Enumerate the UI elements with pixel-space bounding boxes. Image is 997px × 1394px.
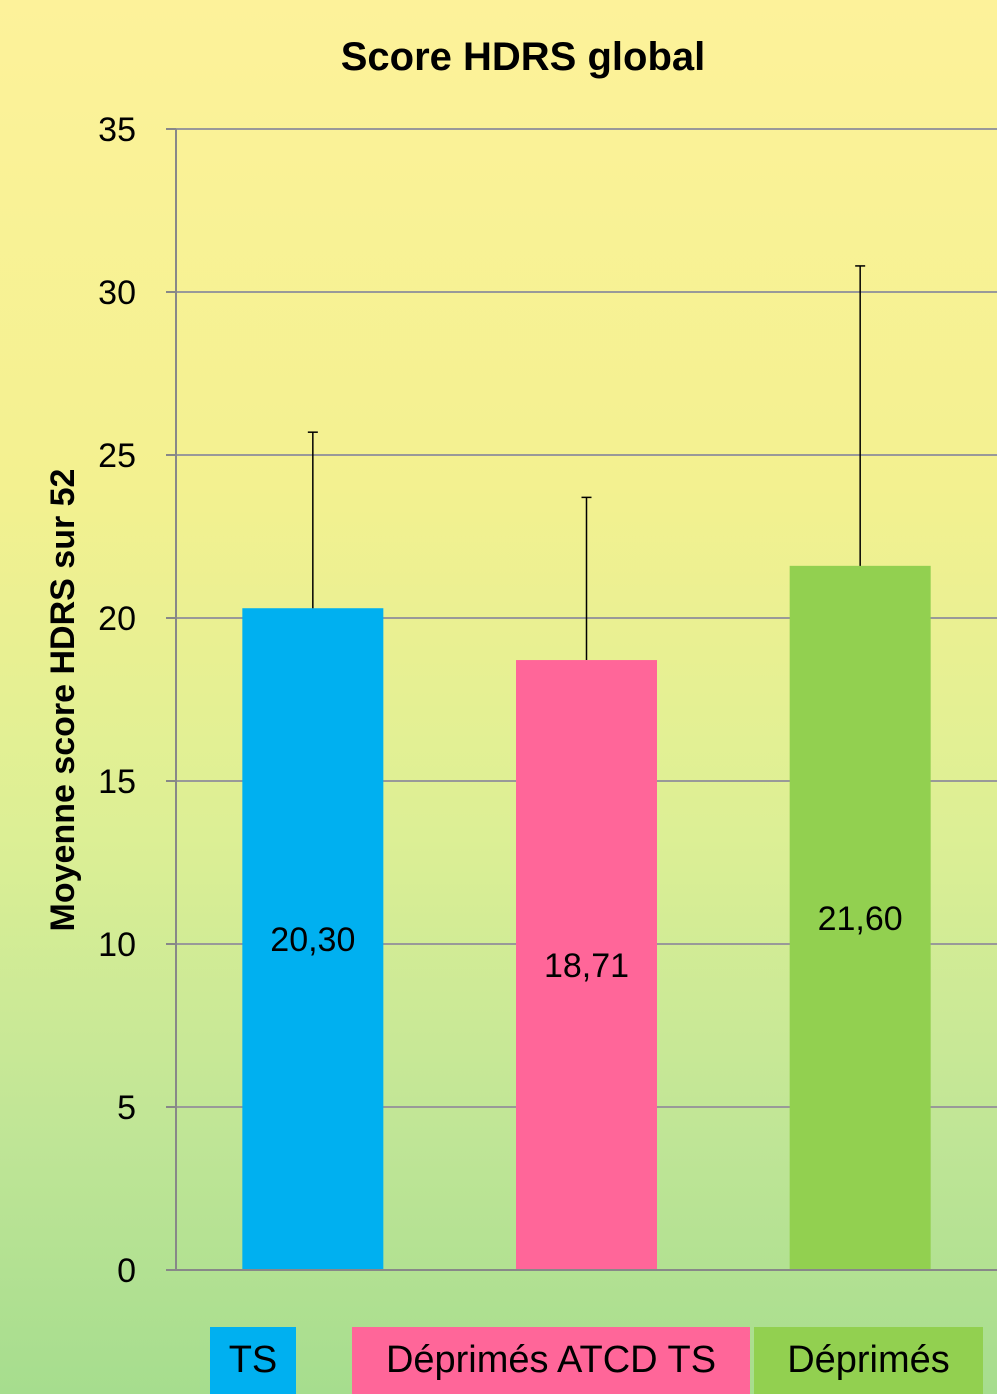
legend-ts: TS <box>210 1327 296 1394</box>
y-axis-ticks: 0 5 10 15 20 25 30 35 <box>98 111 176 1290</box>
y-tick-label: 35 <box>98 111 136 149</box>
y-tick-label: 20 <box>98 600 136 638</box>
y-tick-label: 5 <box>117 1089 136 1127</box>
data-label: 21,60 <box>818 900 903 938</box>
bars <box>242 565 931 1270</box>
data-label: 20,30 <box>270 921 355 959</box>
data-label: 18,71 <box>544 947 629 985</box>
legend-deprimes: Déprimés <box>754 1327 983 1394</box>
legend-label-deprimes: Déprimés <box>787 1339 950 1381</box>
y-axis-label: Moyenne score HDRS sur 52 <box>44 469 82 932</box>
y-tick-label: 15 <box>98 763 136 801</box>
bar <box>516 660 657 1270</box>
bar <box>789 565 931 1270</box>
legend-deprimes-atcd-ts: Déprimés ATCD TS <box>352 1327 750 1394</box>
y-tick-label: 10 <box>98 926 136 964</box>
y-tick-label: 30 <box>98 274 136 312</box>
y-tick-label: 0 <box>117 1252 136 1290</box>
bar <box>242 608 384 1270</box>
legend-label-ts: TS <box>228 1339 278 1381</box>
data-labels: 20,30 18,71 21,60 <box>270 900 902 985</box>
y-tick-label: 25 <box>98 437 136 475</box>
chart-title: Score HDRS global <box>341 35 706 79</box>
error-bars <box>307 265 866 661</box>
legend-label-deprimes-atcd-ts: Déprimés ATCD TS <box>385 1339 717 1381</box>
